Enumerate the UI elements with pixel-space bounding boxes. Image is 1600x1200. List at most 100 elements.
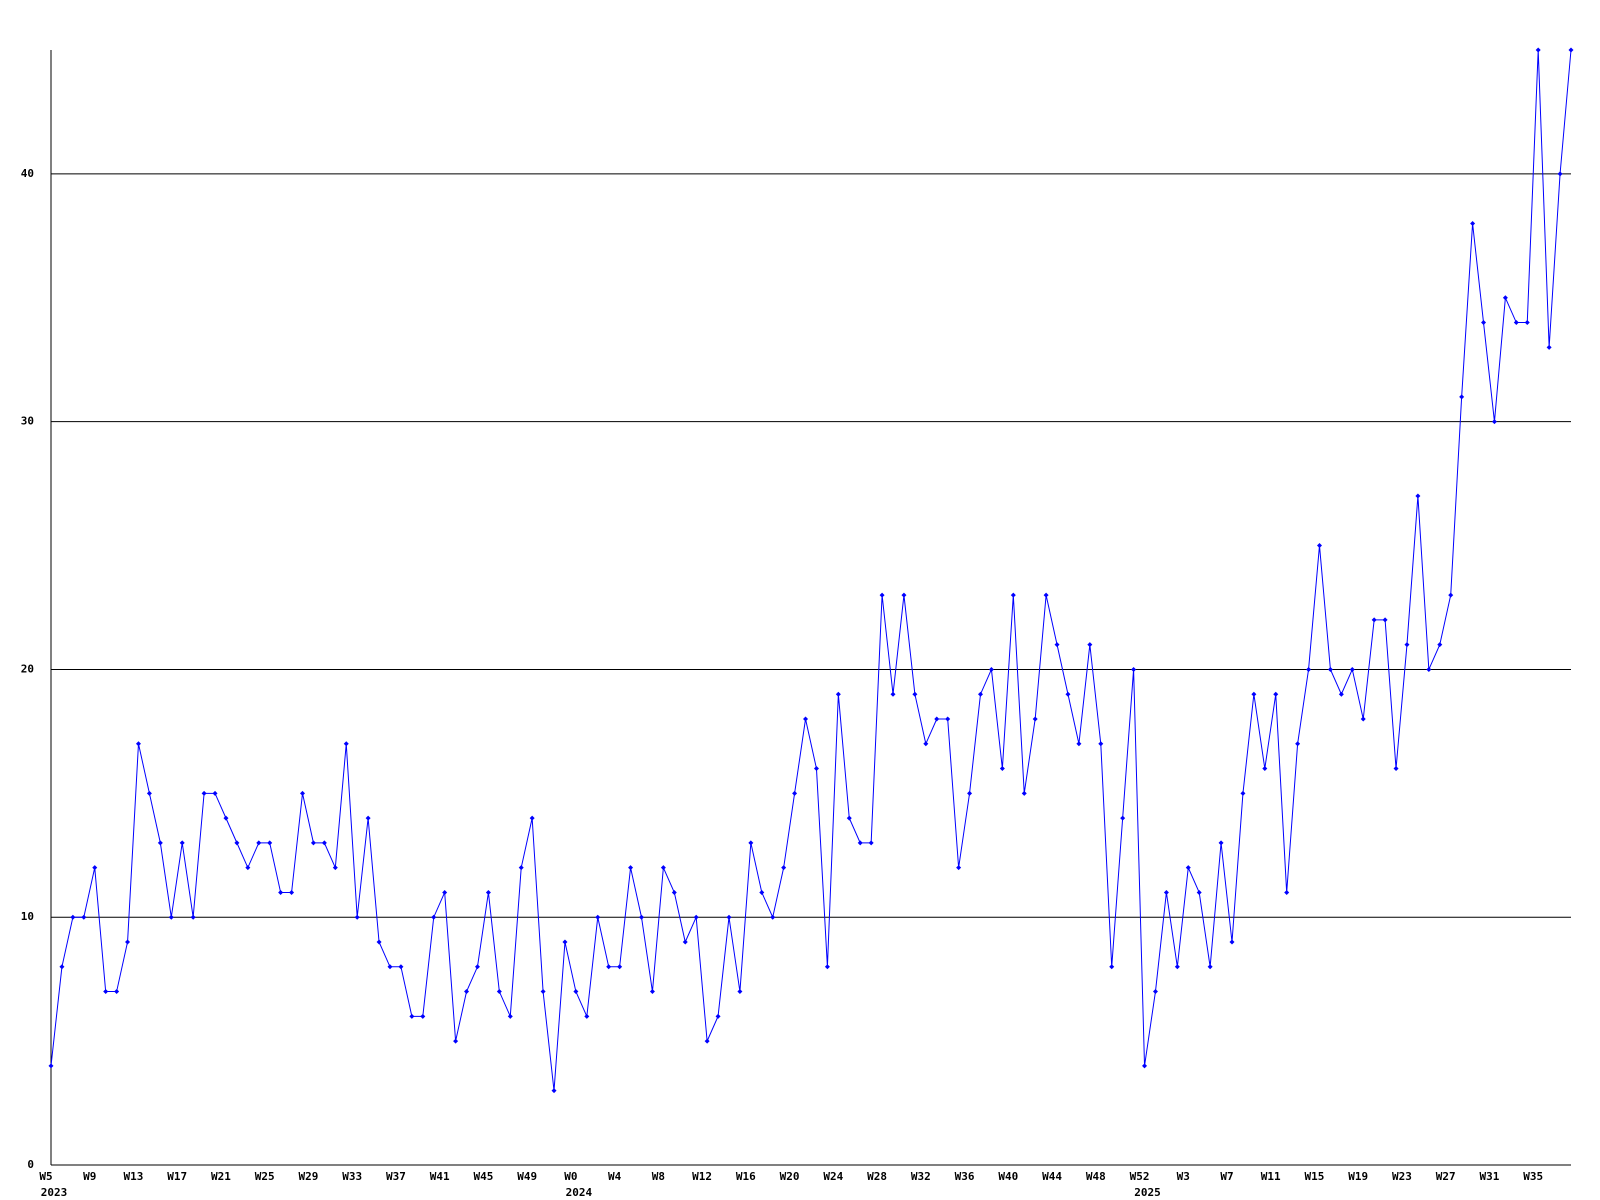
data-point (245, 865, 251, 871)
y-tick-label: 10 (21, 910, 34, 923)
data-point (1415, 493, 1421, 499)
data-point (125, 939, 131, 945)
data-point (387, 964, 393, 970)
data-point (300, 790, 306, 796)
data-point (868, 840, 874, 846)
data-point (901, 592, 907, 598)
data-point (846, 815, 852, 821)
data-point (1568, 47, 1574, 53)
data-point (1229, 939, 1235, 945)
data-point (474, 964, 480, 970)
x-group-label: 2023 (41, 1186, 68, 1199)
data-point (409, 1013, 415, 1019)
data-point (988, 666, 994, 672)
y-tick-label: 0 (27, 1158, 34, 1171)
data-point (813, 766, 819, 772)
data-point (507, 1013, 513, 1019)
x-tick-label: W49 (517, 1170, 537, 1183)
data-point (1513, 320, 1519, 326)
data-point (1054, 642, 1060, 648)
x-tick-label: W21 (211, 1170, 231, 1183)
x-tick-label: W37 (386, 1170, 406, 1183)
y-tick-label: 30 (21, 415, 34, 428)
data-line (50, 49, 1572, 1091)
data-point (431, 914, 437, 920)
data-point (770, 914, 776, 920)
data-point (835, 691, 841, 697)
data-point (376, 939, 382, 945)
data-point (1010, 592, 1016, 598)
x-tick-label: W16 (736, 1170, 756, 1183)
data-point (606, 964, 612, 970)
data-point (967, 790, 973, 796)
x-tick-label: W8 (652, 1170, 665, 1183)
data-point (726, 914, 732, 920)
data-point (267, 840, 273, 846)
data-point (1382, 617, 1388, 623)
data-point (693, 914, 699, 920)
x-tick-label: W4 (608, 1170, 622, 1183)
data-point (1185, 865, 1191, 871)
data-point (737, 989, 743, 995)
data-point (1098, 741, 1104, 747)
x-tick-label: W5 (39, 1170, 52, 1183)
data-point (1120, 815, 1126, 821)
data-point (1021, 790, 1027, 796)
x-tick-label: W20 (780, 1170, 800, 1183)
data-point (310, 840, 316, 846)
data-point (803, 716, 809, 722)
data-point (977, 691, 983, 697)
x-tick-label: W27 (1436, 1170, 1456, 1183)
x-tick-label: W48 (1086, 1170, 1106, 1183)
data-point (704, 1038, 710, 1044)
data-point (179, 840, 185, 846)
x-tick-label: W28 (867, 1170, 887, 1183)
data-point (1218, 840, 1224, 846)
data-point (157, 840, 163, 846)
data-point (1152, 989, 1158, 995)
data-point (365, 815, 371, 821)
data-point (1502, 295, 1508, 301)
data-point (1491, 419, 1497, 425)
x-tick-label: W17 (167, 1170, 187, 1183)
data-point (1524, 320, 1530, 326)
x-tick-label: W24 (823, 1170, 843, 1183)
data-point (1131, 666, 1137, 672)
data-point (81, 914, 87, 920)
data-point (792, 790, 798, 796)
data-point (781, 865, 787, 871)
data-point (234, 840, 240, 846)
data-point (398, 964, 404, 970)
x-tick-label: W44 (1042, 1170, 1062, 1183)
data-point (617, 964, 623, 970)
y-tick-label: 20 (21, 662, 34, 675)
data-point (464, 989, 470, 995)
data-point (114, 989, 120, 995)
data-point (1327, 666, 1333, 672)
data-point (934, 716, 940, 722)
data-point (671, 889, 677, 895)
x-tick-label: W3 (1177, 1170, 1190, 1183)
data-point (715, 1013, 721, 1019)
data-point (649, 989, 655, 995)
data-point (223, 815, 229, 821)
data-point (354, 914, 360, 920)
data-point (1470, 220, 1476, 226)
data-point (135, 741, 141, 747)
x-tick-label: W23 (1392, 1170, 1412, 1183)
x-tick-label: W12 (692, 1170, 712, 1183)
data-point (595, 914, 601, 920)
data-point (1546, 344, 1552, 350)
data-point (660, 865, 666, 871)
data-point (562, 939, 568, 945)
data-point (321, 840, 327, 846)
data-point (573, 989, 579, 995)
data-point (1437, 642, 1443, 648)
data-point (442, 889, 448, 895)
data-point (1174, 964, 1180, 970)
data-point (146, 790, 152, 796)
data-point (1306, 666, 1312, 672)
x-tick-label: W7 (1220, 1170, 1233, 1183)
data-point (289, 889, 295, 895)
data-point (1142, 1063, 1148, 1069)
